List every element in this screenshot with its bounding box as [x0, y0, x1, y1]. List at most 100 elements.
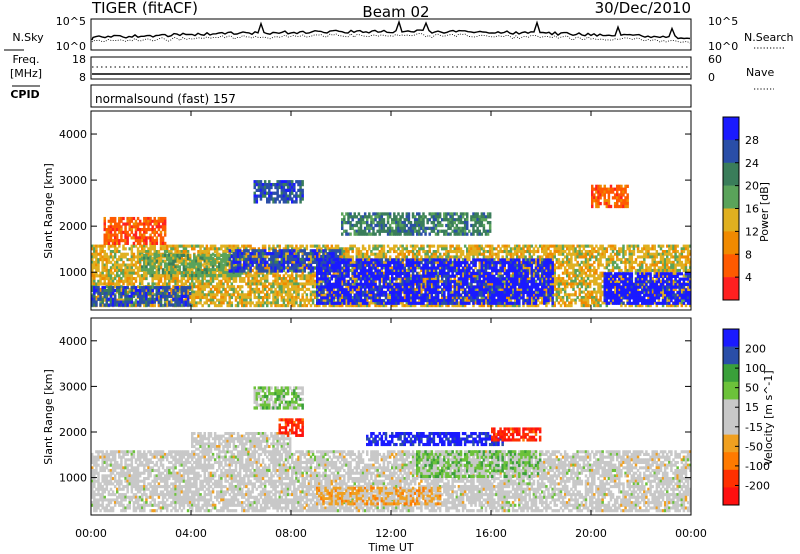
power-cell — [113, 282, 117, 286]
power-cell — [130, 304, 134, 308]
power-cell — [107, 274, 111, 278]
power-cell — [597, 304, 600, 308]
power-cell — [93, 260, 96, 264]
power-cell — [384, 252, 388, 256]
power-cell — [218, 287, 221, 291]
power-cell — [199, 252, 202, 256]
power-cell — [630, 263, 634, 267]
power-cell — [126, 294, 129, 299]
power-cell — [226, 290, 229, 294]
power-cell — [213, 301, 217, 305]
power-cell — [599, 277, 602, 281]
power-cell — [395, 304, 398, 308]
power-cell — [120, 263, 123, 267]
power-cell — [282, 282, 286, 286]
power-cell — [295, 250, 298, 254]
power-cell — [534, 263, 538, 267]
power-cell — [107, 282, 111, 286]
power-cell — [161, 274, 165, 278]
power-cell — [241, 304, 244, 308]
power-cell — [93, 250, 96, 254]
power-cell — [393, 304, 396, 308]
power-cell — [349, 304, 352, 308]
power-cell — [572, 287, 575, 291]
power-cell — [274, 247, 277, 251]
power-cell — [249, 301, 252, 305]
power-cell — [459, 279, 463, 283]
power-cell — [355, 279, 359, 283]
power-cell — [401, 252, 404, 256]
power-cell — [255, 255, 259, 259]
power-cell — [449, 250, 452, 254]
power-cell — [380, 268, 384, 273]
power-cell — [180, 304, 184, 308]
power-cell — [672, 282, 675, 286]
power-cell — [130, 247, 134, 251]
power-cell — [647, 247, 650, 251]
power-cell — [113, 255, 117, 259]
power-cell — [593, 287, 596, 291]
power-cell — [245, 298, 248, 302]
power-cell — [216, 298, 219, 302]
power-cell — [384, 255, 388, 259]
power-cell — [243, 277, 246, 281]
power-cell — [597, 285, 600, 289]
power-cell — [222, 277, 225, 281]
power-cell — [174, 287, 177, 291]
power-cell — [459, 304, 463, 308]
power-cell — [636, 244, 640, 248]
power-cell — [574, 298, 577, 302]
power-cell — [355, 287, 359, 291]
power-cell — [363, 252, 367, 256]
power-cell — [441, 255, 444, 259]
power-cell — [553, 271, 556, 275]
power-cell — [355, 271, 359, 275]
power-cell — [313, 244, 317, 248]
power-cell — [684, 304, 688, 308]
power-cell — [351, 282, 354, 286]
power-cell — [288, 277, 292, 281]
power-cell — [266, 274, 269, 278]
power-cell — [616, 279, 619, 283]
power-cell — [366, 271, 369, 275]
power-cell — [322, 293, 325, 297]
power-cell — [236, 244, 240, 248]
power-cell — [670, 266, 673, 270]
power-cell — [599, 274, 602, 278]
power-cell — [620, 258, 623, 262]
power-cell — [191, 298, 194, 302]
power-cell — [236, 295, 240, 300]
power-cell — [230, 244, 234, 248]
power-cell — [647, 252, 650, 256]
power-cell — [168, 244, 171, 248]
power-cell — [143, 304, 146, 308]
power-cell — [434, 252, 438, 256]
power-cell — [647, 266, 650, 270]
power-cell — [105, 258, 109, 262]
power-cell — [230, 287, 234, 291]
power-cell — [461, 250, 465, 254]
power-cell — [630, 252, 634, 256]
power-cell — [159, 286, 163, 290]
power-cell — [382, 271, 386, 275]
power-cell — [618, 247, 621, 251]
power-cell — [255, 268, 259, 273]
power-cell — [241, 298, 244, 302]
power-cell — [97, 263, 100, 267]
power-cell — [538, 260, 542, 264]
power-cell — [163, 303, 167, 307]
power-cell — [361, 252, 365, 256]
power-cell — [553, 255, 556, 259]
power-cell — [634, 304, 638, 308]
power-cell — [243, 298, 246, 302]
power-cell — [668, 298, 671, 302]
power-cell — [501, 250, 504, 254]
power-cell — [93, 286, 96, 290]
power-cell — [545, 293, 548, 297]
power-cell — [561, 282, 565, 286]
power-cell — [253, 295, 256, 300]
power-cell — [157, 298, 161, 302]
power-cell — [574, 263, 577, 267]
power-cell — [291, 271, 294, 275]
power-cell — [549, 295, 552, 300]
